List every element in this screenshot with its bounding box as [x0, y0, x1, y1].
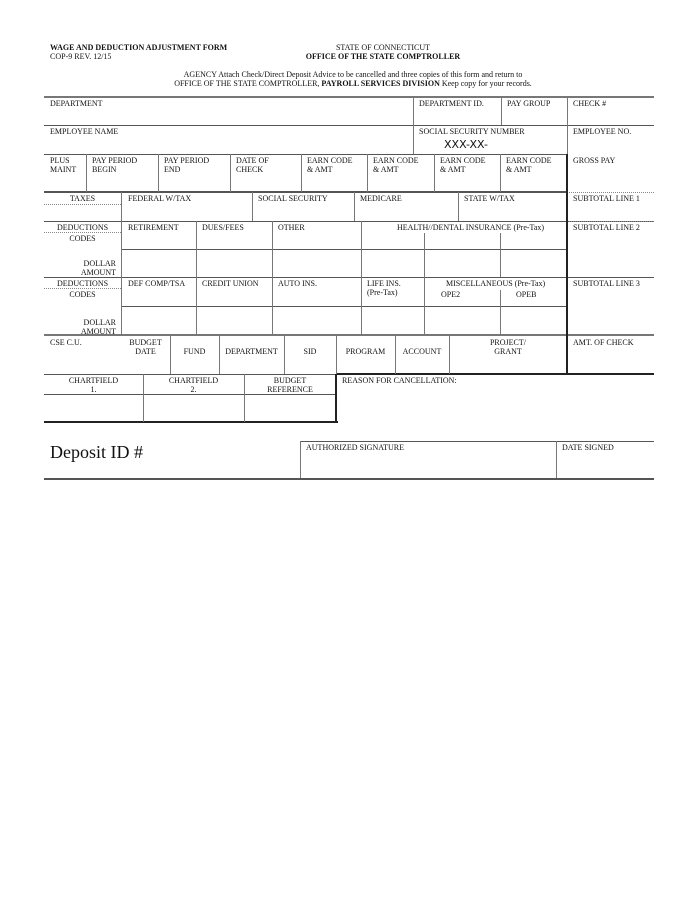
health-dental-field[interactable]: HEALTH//DENTAL INSURANCE (Pre-Tax) [397, 223, 545, 232]
dollar-amount-label: DOLLAR AMOUNT [80, 318, 116, 336]
life-ins-field[interactable]: LIFE INS. (Pre-Tax) [367, 279, 401, 297]
authorized-signature-field[interactable]: AUTHORIZED SIGNATURE [306, 443, 404, 452]
dollar-amount-label: DOLLAR AMOUNT [80, 259, 116, 277]
auto-ins-field[interactable]: AUTO INS. [278, 279, 317, 288]
earn-code-3-field[interactable]: EARN CODE & AMT [440, 156, 486, 174]
project-grant-field[interactable]: PROJECT/GRANT [489, 338, 526, 356]
date-of-check-field[interactable]: DATE OF CHECK [236, 156, 269, 174]
earn-code-2-field[interactable]: EARN CODE & AMT [373, 156, 419, 174]
plus-maint-field[interactable]: PLUS MAINT [50, 156, 77, 174]
cse-cu-field[interactable]: CSE C.U. [50, 338, 82, 347]
subtotal-line-1-field[interactable]: SUBTOTAL LINE 1 [573, 194, 640, 203]
department-chart-field[interactable]: DEPARTMENT [225, 347, 278, 356]
ssn-label: SOCIAL SECURITY NUMBER [419, 127, 525, 136]
budget-date-field[interactable]: BUDGET DATE [129, 338, 162, 356]
chartfield-2-field[interactable]: CHARTFIELD 2. [168, 376, 219, 394]
amount-of-check-field[interactable]: AMT. OF CHECK [573, 338, 634, 347]
subtotal-line-2-field[interactable]: SUBTOTAL LINE 2 [573, 223, 640, 232]
miscellaneous-label: MISCELLANEOUS (Pre-Tax) [446, 279, 546, 288]
deductions-label: DEDUCTIONS [56, 279, 109, 288]
def-comp-field[interactable]: DEF COMP/TSA [128, 279, 186, 288]
earn-code-1-field[interactable]: EARN CODE & AMT [307, 156, 353, 174]
pay-period-end-field[interactable]: PAY PERIOD END [164, 156, 210, 174]
instructions-line-1: AGENCY Attach Check/Direct Deposit Advic… [183, 70, 523, 79]
other-field[interactable]: OTHER [278, 223, 305, 232]
date-signed-field[interactable]: DATE SIGNED [562, 443, 614, 452]
check-number-field[interactable]: CHECK # [573, 99, 607, 108]
account-field[interactable]: ACCOUNT [402, 347, 442, 356]
reason-for-cancellation-field[interactable]: REASON FOR CANCELLATION: [342, 376, 457, 385]
form-revision: COP-9 REV. 12/15 [50, 52, 112, 61]
department-field[interactable]: DEPARTMENT [50, 99, 103, 108]
sid-field[interactable]: SID [303, 347, 317, 356]
codes-label: CODES [69, 234, 96, 243]
state-tax-field[interactable]: STATE W/TAX [464, 194, 515, 203]
earn-code-4-field[interactable]: EARN CODE & AMT [506, 156, 552, 174]
instructions-line-2: OFFICE OF THE STATE COMPTROLLER, PAYROLL… [174, 79, 532, 88]
deposit-id-field[interactable]: Deposit ID # [50, 442, 143, 462]
program-field[interactable]: PROGRAM [345, 347, 386, 356]
taxes-label: TAXES [69, 194, 96, 203]
pay-group-field[interactable]: PAY GROUP [507, 99, 551, 108]
federal-tax-field[interactable]: FEDERAL W/TAX [128, 194, 192, 203]
medicare-field[interactable]: MEDICARE [360, 194, 402, 203]
credit-union-field[interactable]: CREDIT UNION [202, 279, 259, 288]
gross-pay-field[interactable]: GROSS PAY [573, 156, 616, 165]
codes-label: CODES [69, 290, 96, 299]
subtotal-line-3-field[interactable]: SUBTOTAL LINE 3 [573, 279, 640, 288]
ope2-field[interactable]: OPE2 [441, 290, 461, 299]
department-id-field[interactable]: DEPARTMENT ID. [419, 99, 484, 108]
employee-name-field[interactable]: EMPLOYEE NAME [50, 127, 119, 136]
retirement-field[interactable]: RETIREMENT [128, 223, 179, 232]
deductions-label: DEDUCTIONS [56, 223, 109, 232]
social-security-field[interactable]: SOCIAL SECURITY [258, 194, 328, 203]
chartfield-1-field[interactable]: CHARTFIELD 1. [68, 376, 119, 394]
form-title: WAGE AND DEDUCTION ADJUSTMENT FORM [50, 43, 228, 52]
pay-period-begin-field[interactable]: PAY PERIOD BEGIN [92, 156, 138, 174]
ssn-field[interactable]: XXX-XX- [444, 138, 488, 151]
dues-fees-field[interactable]: DUES/FEES [202, 223, 244, 232]
budget-reference-field[interactable]: BUDGET REFERENCE [267, 376, 313, 394]
office-name: OFFICE OF THE STATE COMPTROLLER [305, 52, 461, 61]
state-name: STATE OF CONNECTICUT [335, 43, 431, 52]
fund-field[interactable]: FUND [183, 347, 206, 356]
opeb-field[interactable]: OPEB [516, 290, 537, 299]
employee-no-field[interactable]: EMPLOYEE NO. [573, 127, 632, 136]
